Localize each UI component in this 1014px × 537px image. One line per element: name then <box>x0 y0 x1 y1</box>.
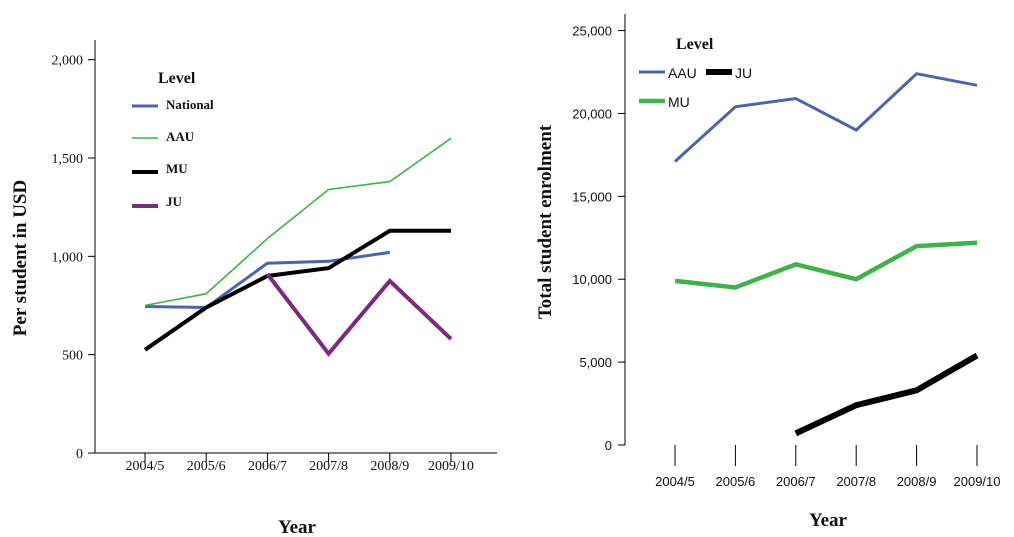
left-series-national-line <box>144 250 391 310</box>
left-x-tick-label: 2005/6 <box>187 459 226 474</box>
right-x-tick-label: 2008/9 <box>897 474 937 489</box>
right-legend: Level AAU JU MU <box>639 36 752 110</box>
left-x-tick-label: 2008/9 <box>370 459 409 474</box>
right-legend-label-mu: MU <box>668 94 690 110</box>
left-x-tick-label: 2004/5 <box>126 459 165 474</box>
right-series-lines <box>673 72 979 437</box>
right-y-tick-label: 25,000 <box>572 24 612 39</box>
left-y-tick-label: 2,000 <box>52 54 84 69</box>
right-x-tick-label: 2005/6 <box>716 474 756 489</box>
right-x-tick-label: 2006/7 <box>776 474 816 489</box>
left-legend-title: Level <box>158 70 196 87</box>
left-x-tick-label: 2006/7 <box>248 459 287 474</box>
right-y-tick-label: 15,000 <box>572 189 612 204</box>
right-y-axis-title: Total student enrolment <box>535 124 556 319</box>
left-legend-label-national: National <box>166 97 214 112</box>
right-legend-label-aau: AAU <box>668 65 697 81</box>
right-series-aau-line <box>673 72 978 163</box>
left-series-aau-line <box>144 137 452 307</box>
left-x-axis-title: Year <box>278 517 317 537</box>
left-y-axis-title: Per student in USD <box>10 180 31 336</box>
right-y-ticks: 0 5,000 10,000 15,000 20,000 25,000 <box>572 24 625 453</box>
left-y-tick-label: 1,500 <box>52 152 84 167</box>
right-series-mu-line <box>674 240 978 290</box>
left-x-tick-label: 2009/10 <box>428 459 474 474</box>
right-y-tick-label: 5,000 <box>579 355 612 370</box>
right-x-tick-label: 2007/8 <box>836 474 876 489</box>
left-series-lines <box>143 137 453 357</box>
left-legend-label-aau: AAU <box>166 129 195 144</box>
right-x-axis-title: Year <box>809 510 848 531</box>
right-x-tick-label: 2004/5 <box>655 474 695 489</box>
left-y-tick-label: 500 <box>62 349 83 364</box>
right-legend-title: Level <box>676 36 714 53</box>
left-y-tick-label: 1,000 <box>52 250 84 265</box>
left-y-ticks: 0 500 1,000 1,500 2,000 <box>52 54 95 462</box>
left-series-mu-line <box>143 228 451 352</box>
right-x-ticks: 2004/5 2005/6 2006/7 2007/8 2008/9 2009/10 <box>655 445 1001 489</box>
left-x-ticks: 2004/5 2005/6 2006/7 2007/8 2008/9 2009/10 <box>126 453 474 474</box>
left-legend: Level National AAU MU JU <box>132 70 214 209</box>
left-legend-label-ju: JU <box>166 194 183 209</box>
left-legend-label-mu: MU <box>166 161 188 176</box>
right-y-tick-label: 20,000 <box>572 106 612 121</box>
right-y-tick-label: 10,000 <box>572 272 612 287</box>
left-x-tick-label: 2007/8 <box>309 459 348 474</box>
right-y-tick-label: 0 <box>605 438 612 453</box>
left-y-tick-label: 0 <box>76 447 83 462</box>
right-x-tick-label: 2009/10 <box>954 474 1001 489</box>
left-series-ju-line <box>265 272 453 357</box>
right-legend-label-ju: JU <box>735 65 752 81</box>
right-series-ju-line <box>794 352 979 437</box>
